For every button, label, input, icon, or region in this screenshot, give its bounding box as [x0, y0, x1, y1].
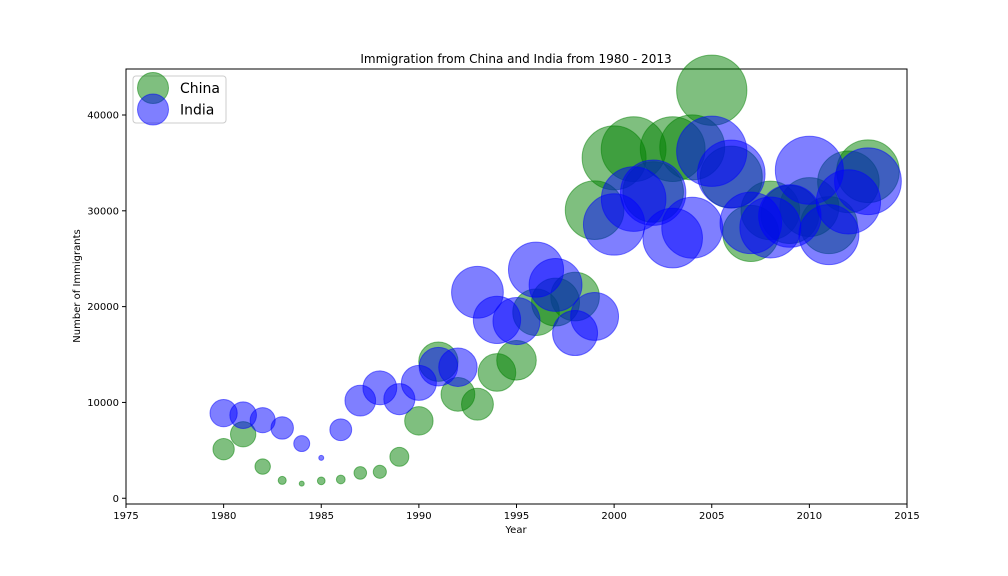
y-tick-label: 0 — [113, 494, 119, 505]
legend: China India — [132, 72, 227, 126]
point-india — [270, 416, 294, 440]
point-china — [298, 480, 305, 487]
x-axis-label: Year — [504, 525, 527, 536]
point-china — [316, 476, 326, 486]
legend-marker-india — [137, 93, 169, 126]
point-india — [318, 454, 325, 461]
point-india — [834, 147, 902, 216]
point-india — [661, 196, 724, 259]
point-china — [277, 475, 287, 485]
point-china — [461, 387, 494, 421]
point-china — [254, 458, 271, 475]
point-india — [492, 297, 541, 346]
point-china — [404, 406, 434, 436]
point-china — [676, 54, 748, 126]
point-china — [389, 446, 410, 467]
x-tick-label: 1975 — [113, 511, 138, 522]
point-india — [438, 347, 478, 387]
legend-label-india: India — [180, 103, 214, 119]
point-china — [212, 438, 235, 461]
x-tick-label: 1990 — [406, 511, 431, 522]
x-tick-label: 1980 — [211, 511, 236, 522]
point-india — [570, 292, 620, 341]
chart-title: Immigration from China and India from 19… — [360, 52, 671, 66]
x-axis: 1975 1980 1985 1990 1995 2000 2005 2010 2015 — [113, 504, 920, 522]
y-tick-label: 30000 — [87, 206, 119, 217]
x-tick-label: 2005 — [699, 511, 724, 522]
point-china — [496, 340, 537, 381]
legend-label-china: China — [180, 81, 220, 97]
point-china — [353, 466, 368, 480]
x-tick-label: 1995 — [504, 511, 529, 522]
x-tick-label: 2015 — [894, 511, 919, 522]
y-axis: 0 10000 20000 30000 40000 — [87, 110, 126, 505]
y-tick-label: 20000 — [87, 302, 119, 313]
y-tick-label: 10000 — [87, 398, 119, 409]
point-india — [528, 257, 583, 312]
x-tick-label: 2000 — [601, 511, 626, 522]
point-india — [329, 418, 353, 442]
scatter-points — [209, 54, 902, 487]
y-axis-label: Number of Immigrants — [72, 229, 83, 342]
x-tick-label: 2010 — [797, 511, 822, 522]
x-tick-label: 1985 — [309, 511, 334, 522]
point-china — [372, 464, 387, 479]
point-china — [335, 474, 346, 485]
point-india — [293, 435, 311, 453]
y-tick-label: 40000 — [87, 110, 119, 121]
